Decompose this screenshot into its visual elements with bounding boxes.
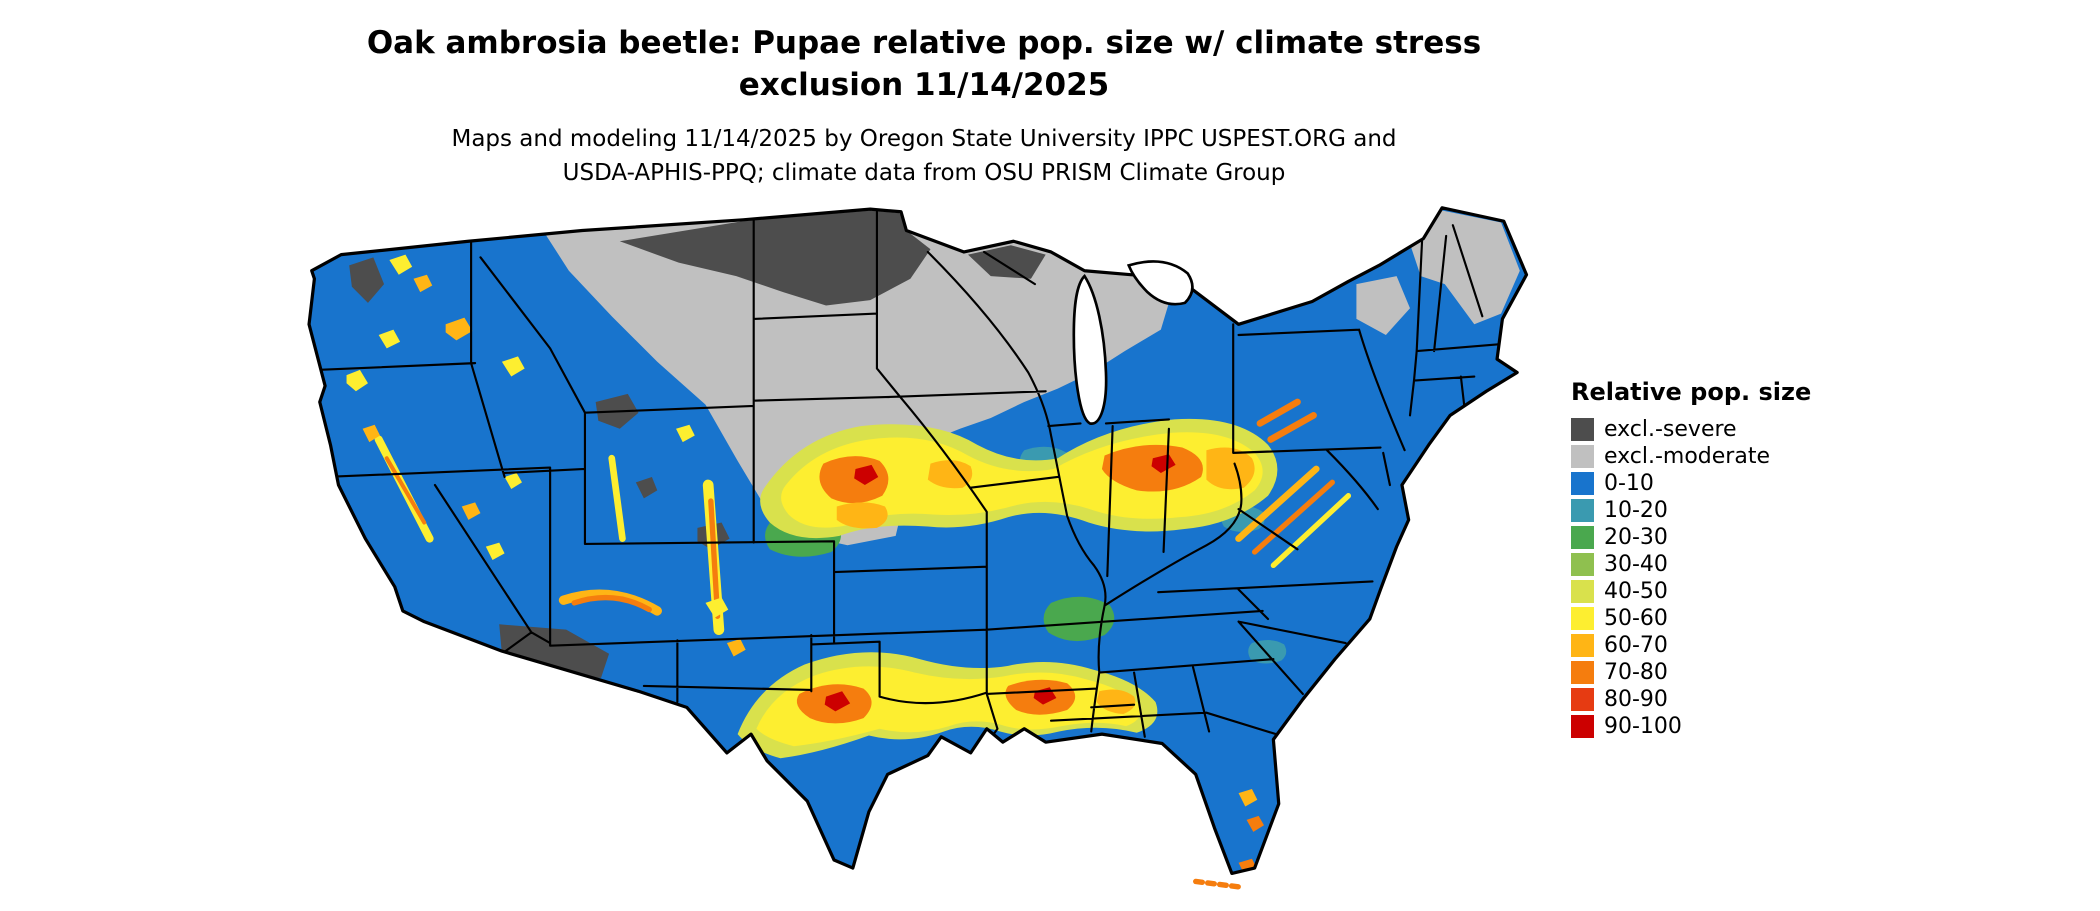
legend-row: 80-90	[1571, 686, 1811, 713]
ribbon-sierra-core	[384, 456, 427, 525]
legend-label: 30-40	[1604, 552, 1668, 577]
legend-swatch-0-10	[1571, 472, 1594, 495]
legend-swatch-90-100	[1571, 715, 1594, 738]
legend-row: 0-10	[1571, 470, 1811, 497]
lake-huron-notch	[1126, 260, 1194, 306]
legend-row: excl.-moderate	[1571, 443, 1811, 470]
ribbon-appalachia	[1235, 465, 1320, 542]
header: Oak ambrosia beetle: Pupae relative pop.…	[0, 22, 1848, 190]
subtitle-line-1: Maps and modeling 11/14/2025 by Oregon S…	[451, 126, 1397, 152]
us-choropleth-map	[301, 201, 1560, 911]
region-excl-severe-rockies	[635, 476, 730, 550]
region-excl-moderate-north	[544, 209, 1169, 546]
ribbon-front-range-core	[708, 498, 721, 619]
legend-row: 30-40	[1571, 551, 1811, 578]
legend-swatch-10-20	[1571, 499, 1594, 522]
legend-swatch-30-40	[1571, 553, 1594, 576]
page-title: Oak ambrosia beetle: Pupae relative pop.…	[0, 22, 1848, 106]
state-borders	[318, 210, 1499, 757]
region-excl-severe-cascades	[349, 257, 385, 303]
ribbon-mogollon-core	[571, 594, 652, 613]
title-line-1: Oak ambrosia beetle: Pupae relative pop.…	[366, 25, 1482, 61]
legend-row: 10-20	[1571, 497, 1811, 524]
legend-swatch-excl-severe	[1571, 418, 1594, 441]
legend-title: Relative pop. size	[1571, 378, 1812, 406]
region-band-central-orange-3	[836, 447, 1255, 529]
region-green-ozarks	[1043, 596, 1115, 642]
florida-keys	[1193, 878, 1242, 890]
legend-label: 0-10	[1604, 471, 1654, 496]
ribbon-appalachia-2	[1251, 479, 1335, 555]
region-excl-moderate-new-england	[1409, 210, 1520, 325]
legend-swatch-80-90	[1571, 688, 1594, 711]
legend-row: 60-70	[1571, 632, 1811, 659]
legend-label: 10-20	[1604, 498, 1668, 523]
legend-row: 70-80	[1571, 659, 1811, 686]
legend-swatch-50-60	[1571, 607, 1594, 630]
speckles-florida	[1238, 789, 1258, 807]
legend-swatch-60-70	[1571, 634, 1594, 657]
subtitle-line-2: USDA-APHIS-PPQ; climate data from OSU PR…	[562, 160, 1286, 186]
region-band-gulf-orange-alabama	[1096, 689, 1136, 715]
legend-row: 90-100	[1571, 713, 1811, 740]
legend-row: 40-50	[1571, 578, 1811, 605]
legend-swatch-excl-moderate	[1571, 445, 1594, 468]
legend-label: 20-30	[1604, 525, 1668, 550]
legend-label: 70-80	[1604, 660, 1668, 685]
legend-label: excl.-moderate	[1604, 444, 1770, 469]
speckles-florida-orange	[1238, 815, 1265, 874]
region-excl-moderate-adirondacks	[1356, 276, 1410, 336]
legend-label: 40-50	[1604, 579, 1668, 604]
legend-row: 50-60	[1571, 605, 1811, 632]
legend-label: 50-60	[1604, 606, 1668, 631]
ribbon-wasatch	[608, 454, 626, 542]
legend-label: excl.-severe	[1604, 417, 1737, 442]
legend-swatch-20-30	[1571, 526, 1594, 549]
page-subtitle: Maps and modeling 11/14/2025 by Oregon S…	[0, 122, 1848, 190]
legend-swatch-40-50	[1571, 580, 1594, 603]
legend-row: excl.-severe	[1571, 416, 1811, 443]
region-band-central-orange-2	[1101, 444, 1203, 492]
map-legend: Relative pop. size excl.-severe excl.-mo…	[1571, 378, 1811, 740]
title-line-2: exclusion 11/14/2025	[738, 67, 1110, 103]
region-excl-severe-north	[619, 210, 931, 306]
ribbon-appalachia-3	[1270, 493, 1352, 569]
lake-michigan	[1072, 273, 1108, 425]
region-band-central-orange-1	[819, 456, 889, 504]
us-map-svg	[307, 206, 1529, 890]
region-teal-appalachia	[1221, 505, 1287, 664]
legend-row: 20-30	[1571, 524, 1811, 551]
ribbon-pa-ridges	[1256, 398, 1317, 443]
map-fill-layers	[309, 207, 1527, 874]
legend-swatch-70-80	[1571, 661, 1594, 684]
legend-label: 80-90	[1604, 687, 1668, 712]
legend-label: 90-100	[1604, 714, 1682, 739]
legend-label: 60-70	[1604, 633, 1668, 658]
